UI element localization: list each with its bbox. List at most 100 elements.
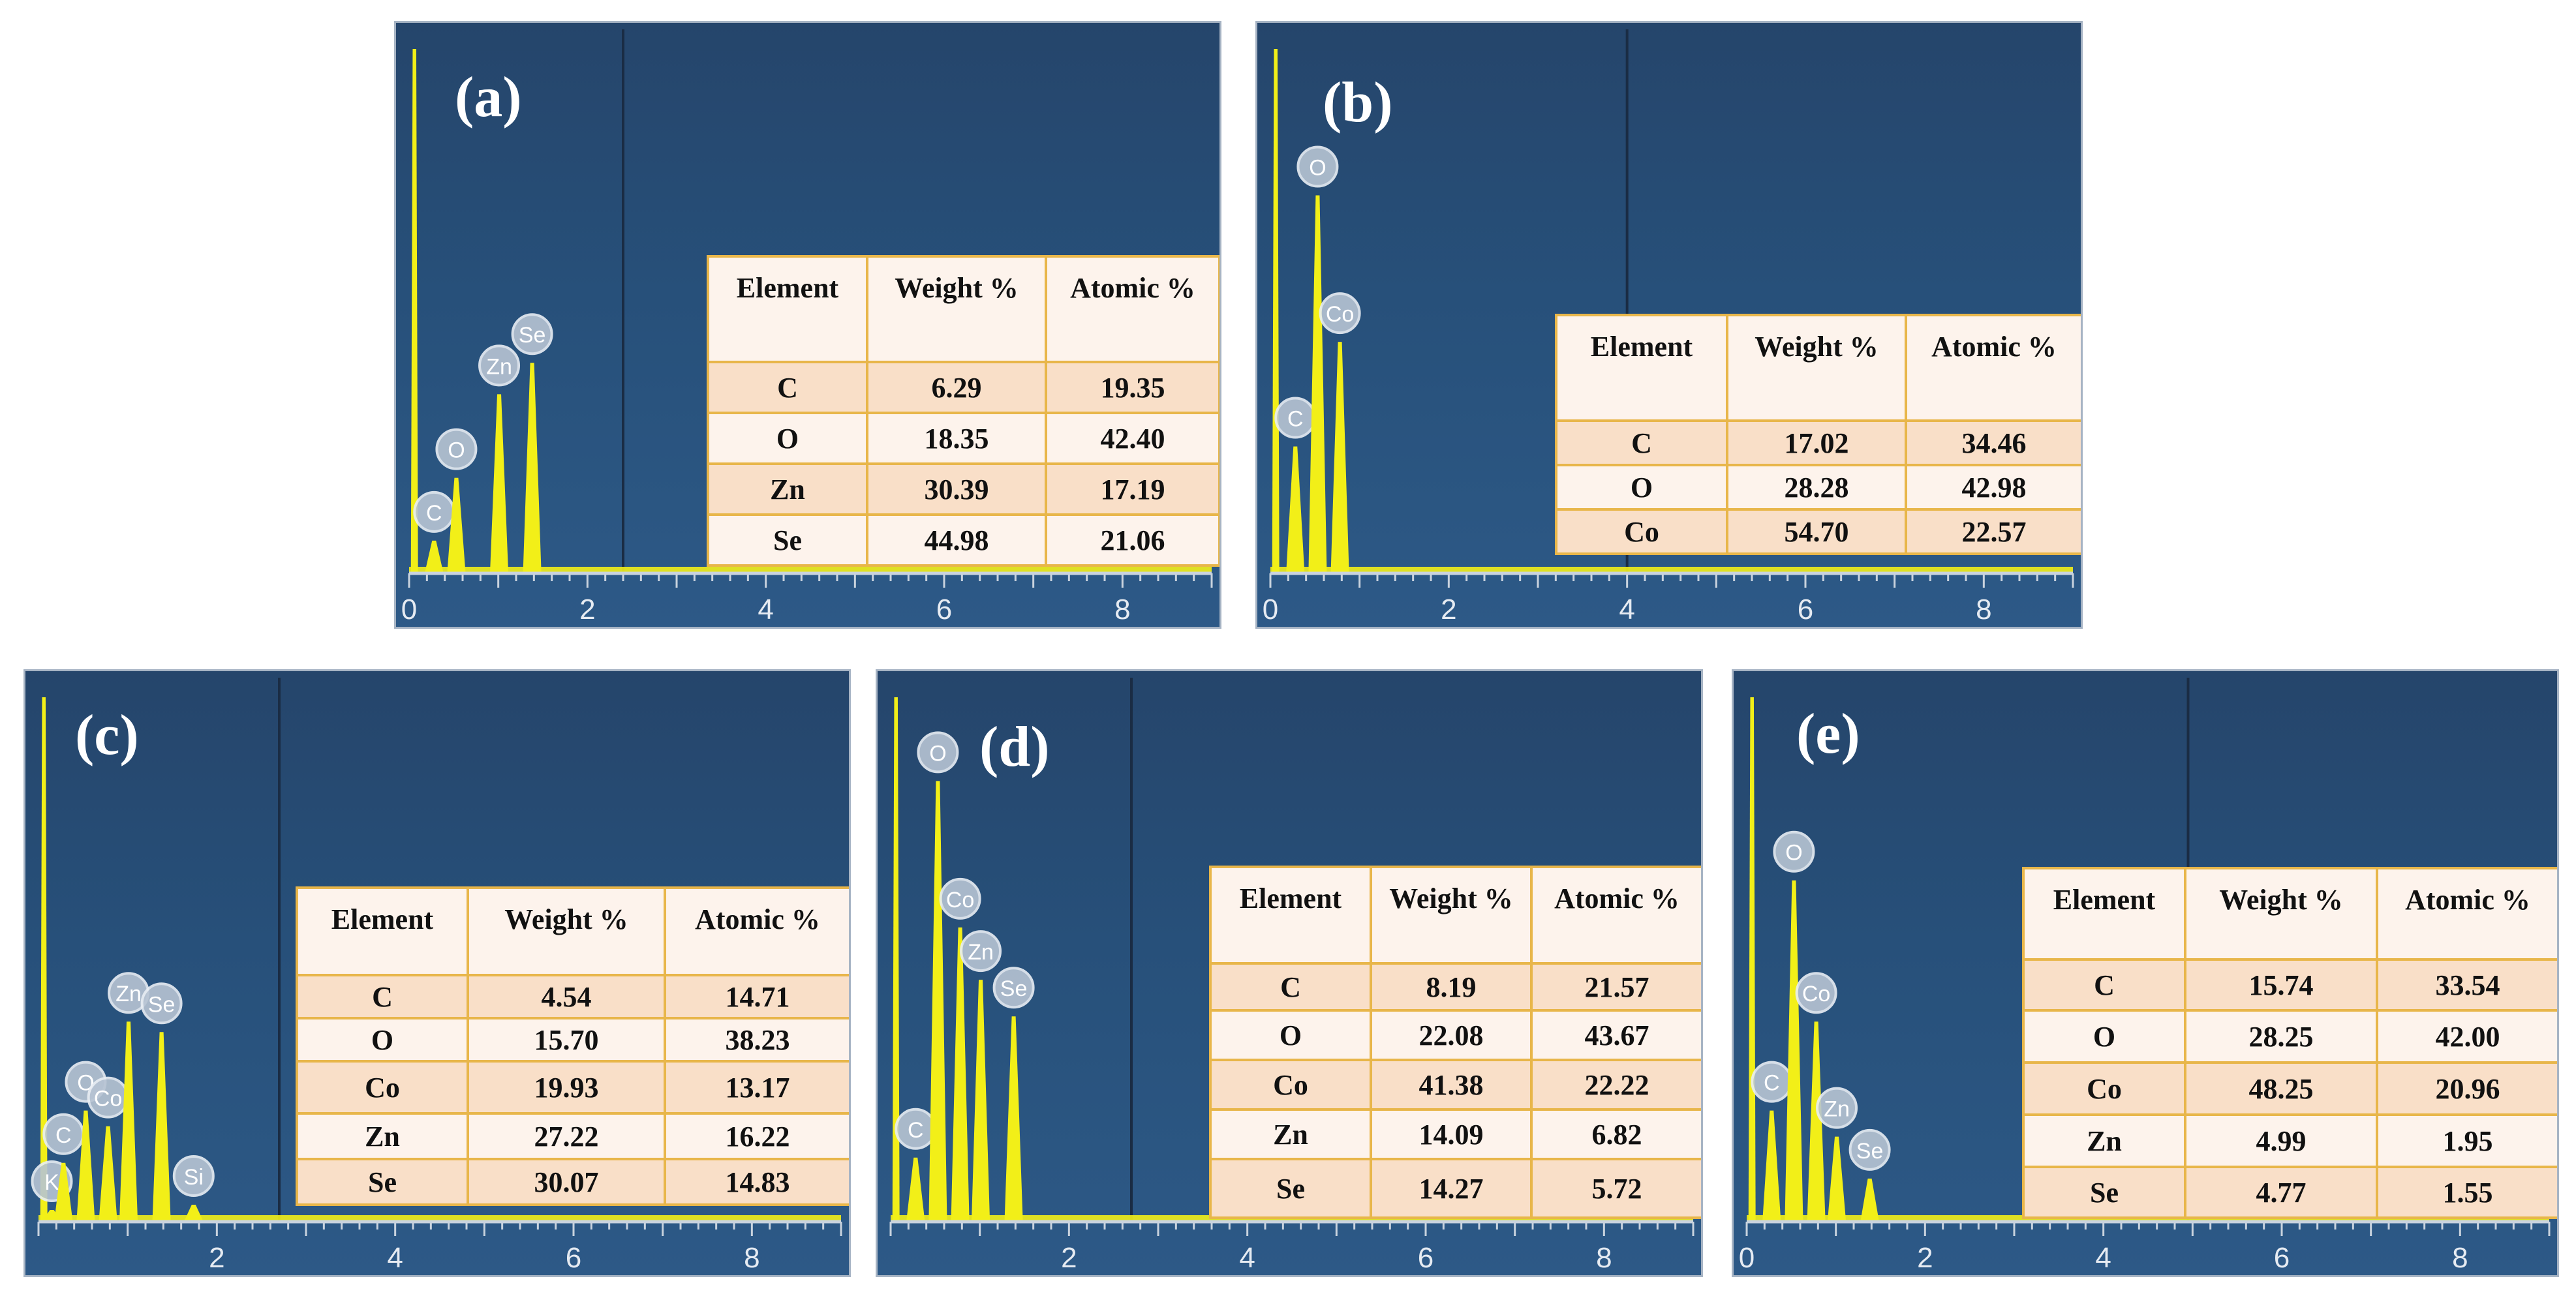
x-tick-label: 0 xyxy=(401,594,417,626)
table-row: C 6.29 19.35 xyxy=(707,361,1219,414)
peak-label-co: Co xyxy=(1326,302,1354,327)
peak-label-c: C xyxy=(426,501,442,526)
peak-label-co: Co xyxy=(1802,982,1830,1006)
x-tick-label: 6 xyxy=(2274,1242,2290,1274)
x-tick-label: 0 xyxy=(1263,594,1278,626)
table-cell: 21.06 xyxy=(1045,513,1219,567)
composition-table-a: Element Weight % Atomic % C 6.29 19.35 O… xyxy=(707,255,1219,567)
peak-marker-co xyxy=(1795,972,1837,1014)
peak-c xyxy=(1286,446,1305,572)
x-tick-label: 8 xyxy=(1596,1242,1612,1274)
table-cell: 19.93 xyxy=(467,1060,666,1115)
table-header-weight: Weight % xyxy=(467,886,666,976)
table-cell: 22.57 xyxy=(1905,508,2081,555)
x-tick-label: 6 xyxy=(936,594,952,626)
peak-marker-o xyxy=(1773,830,1815,873)
peak-marker-o xyxy=(1296,145,1339,188)
table-header-atomic: Atomic % xyxy=(1905,314,2081,422)
table-cell: 44.98 xyxy=(866,513,1047,567)
table-cell: O xyxy=(1555,464,1728,511)
table-cell: C xyxy=(296,974,469,1019)
table-cell: 38.23 xyxy=(664,1017,849,1063)
peak-label-co: Co xyxy=(946,888,974,913)
table-cell: O xyxy=(1209,1009,1372,1061)
composition-table-b: Element Weight % Atomic % C 17.02 34.46 … xyxy=(1555,314,2081,555)
table-row: Zn 27.22 16.22 xyxy=(296,1112,849,1160)
peak-c xyxy=(906,1157,925,1220)
table-cell: 34.46 xyxy=(1905,419,2081,466)
peak-marker-se xyxy=(1848,1128,1891,1171)
table-cell: 42.98 xyxy=(1905,464,2081,511)
peak-label-o: O xyxy=(448,438,465,463)
table-cell: O xyxy=(2022,1009,2186,1064)
panel-label-a: (a) xyxy=(455,66,522,129)
table-cell: Se xyxy=(2022,1166,2186,1219)
table-row: C 15.74 33.54 xyxy=(2022,958,2557,1012)
table-cell: 15.70 xyxy=(467,1017,666,1063)
x-tick-label: 2 xyxy=(1441,594,1456,626)
table-cell: 14.71 xyxy=(664,974,849,1019)
peak-c xyxy=(1762,1110,1781,1220)
table-cell: Se xyxy=(296,1158,469,1206)
x-tick-label: 8 xyxy=(744,1242,759,1274)
table-cell: 28.28 xyxy=(1726,464,1907,511)
table-cell: 6.29 xyxy=(866,361,1047,414)
peak-co xyxy=(1330,342,1349,572)
peak-o xyxy=(447,477,466,572)
composition-table-c: Element Weight % Atomic % C 4.54 14.71 O… xyxy=(296,886,849,1206)
table-cell: 4.77 xyxy=(2184,1166,2378,1219)
edx-panel-c: K C O Co Zn Se Si 2 4 6 8 (c) Element Weight % Ato… xyxy=(23,669,851,1277)
table-row: Co 41.38 22.22 xyxy=(1209,1059,1701,1111)
table-header-element: Element xyxy=(707,255,868,363)
table-row: O 15.70 38.23 xyxy=(296,1017,849,1063)
peak-marker-se xyxy=(511,313,553,355)
x-tick-label: 8 xyxy=(1976,594,1991,626)
table-cell: C xyxy=(1555,419,1728,466)
peak-co xyxy=(1807,1021,1826,1220)
peak-label-o: O xyxy=(1785,841,1802,866)
table-row: Co 54.70 22.57 xyxy=(1555,508,2081,555)
table-cell: 17.02 xyxy=(1726,419,1907,466)
table-cell: 14.27 xyxy=(1370,1158,1533,1219)
composition-table-d: Element Weight % Atomic % C 8.19 21.57 O… xyxy=(1209,866,1701,1219)
peak-c xyxy=(54,1162,73,1220)
table-cell: Zn xyxy=(296,1112,469,1160)
peak-label-c: C xyxy=(908,1118,924,1143)
peak-o xyxy=(1308,195,1327,572)
peak-zn xyxy=(972,980,990,1220)
peak-label-se: Se xyxy=(148,992,176,1017)
peak-marker-o xyxy=(435,428,478,470)
table-row: Se 4.77 1.55 xyxy=(2022,1166,2557,1219)
x-tick-label: 2 xyxy=(579,594,595,626)
table-header-atomic: Atomic % xyxy=(664,886,849,976)
peak-marker-zn xyxy=(960,930,1002,973)
peak-label-c: C xyxy=(1764,1071,1780,1096)
table-cell: 33.54 xyxy=(2376,958,2557,1012)
table-header-element: Element xyxy=(2022,867,2186,961)
table-cell: 43.67 xyxy=(1530,1009,1701,1061)
table-cell: 17.19 xyxy=(1045,462,1219,516)
zero-peak xyxy=(1272,49,1280,572)
table-row: Co 48.25 20.96 xyxy=(2022,1061,2557,1116)
table-cell: Co xyxy=(296,1060,469,1115)
x-tick-label: 6 xyxy=(1798,594,1813,626)
spectrum-baseline xyxy=(1747,1215,2549,1220)
table-row: Se 30.07 14.83 xyxy=(296,1158,849,1206)
x-tick-label: 2 xyxy=(1917,1242,1933,1274)
peak-se xyxy=(1004,1016,1023,1220)
table-cell: 4.54 xyxy=(467,974,666,1019)
table-row: O 28.28 42.98 xyxy=(1555,464,2081,511)
peak-co xyxy=(951,927,970,1220)
x-tick-label: 4 xyxy=(758,594,773,626)
table-row: Co 19.93 13.17 xyxy=(296,1060,849,1115)
x-tick-label: 6 xyxy=(566,1242,581,1274)
peak-label-o: O xyxy=(1309,156,1326,181)
table-cell: 42.00 xyxy=(2376,1009,2557,1064)
peak-marker-se xyxy=(140,982,183,1025)
table-header-atomic: Atomic % xyxy=(1045,255,1219,363)
x-tick-label: 4 xyxy=(387,1242,403,1274)
table-cell: Zn xyxy=(707,462,868,516)
table-cell: Zn xyxy=(1209,1108,1372,1160)
